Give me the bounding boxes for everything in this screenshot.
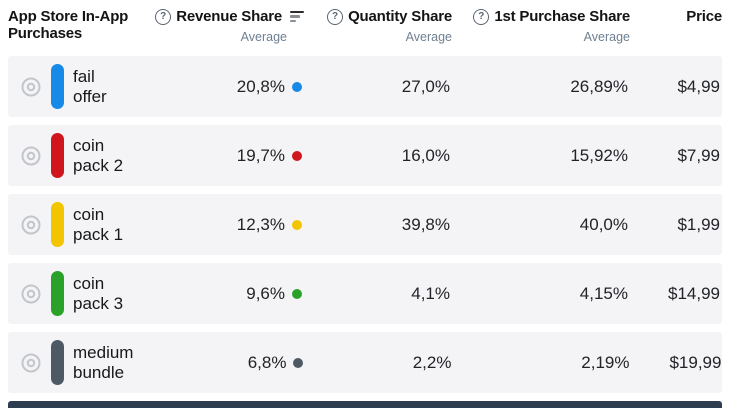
column-header-first-purchase-share[interactable]: ? 1st Purchase Share Average bbox=[452, 8, 630, 44]
table-row[interactable]: coin pack 1 12,3% 39,8% 40,0% $1,99 bbox=[8, 194, 722, 255]
series-color-pill bbox=[51, 271, 64, 316]
column-header-quantity-share[interactable]: ? Quantity Share Average bbox=[304, 8, 452, 44]
price-value: $7,99 bbox=[677, 145, 720, 165]
price-value: $4,99 bbox=[677, 76, 720, 96]
first-purchase-share-value: 40,0% bbox=[579, 214, 628, 234]
item-name: medium bundle bbox=[73, 342, 134, 382]
visibility-icon[interactable] bbox=[20, 283, 42, 305]
table-row[interactable]: coin pack 3 9,6% 4,1% 4,15% $14,99 bbox=[8, 263, 722, 324]
visibility-icon[interactable] bbox=[20, 145, 42, 167]
item-name: coin pack 1 bbox=[73, 204, 124, 244]
item-name: coin pack 3 bbox=[73, 273, 124, 313]
series-color-pill bbox=[51, 64, 64, 109]
quantity-share-value: 16,0% bbox=[401, 145, 450, 165]
quantity-share-value: 4,1% bbox=[411, 283, 450, 303]
column-subheader-average: Average bbox=[405, 30, 452, 44]
series-dot-icon bbox=[292, 219, 302, 230]
series-dot-icon bbox=[292, 288, 302, 299]
visibility-icon[interactable] bbox=[20, 352, 42, 374]
price-value: $14,99 bbox=[668, 283, 720, 303]
first-purchase-share-value: 2,19% bbox=[581, 352, 630, 372]
first-purchase-share-value: 26,89% bbox=[570, 76, 628, 96]
series-color-pill bbox=[51, 202, 64, 247]
cutoff-next-row[interactable] bbox=[8, 401, 722, 408]
visibility-icon[interactable] bbox=[20, 214, 42, 236]
sort-descending-icon[interactable] bbox=[290, 10, 304, 23]
revenue-share-value: 9,6% bbox=[246, 283, 285, 303]
quantity-share-value: 2,2% bbox=[412, 352, 452, 372]
revenue-share-cell: 20,8% bbox=[132, 77, 302, 97]
quantity-share-value: 27,0% bbox=[401, 76, 450, 96]
revenue-share-value: 20,8% bbox=[236, 76, 285, 96]
table-row[interactable]: fail offer 20,8% 27,0% 26,89% $4,99 bbox=[8, 56, 722, 117]
table-header: App Store In-App Purchases ? Revenue Sha… bbox=[8, 0, 722, 56]
revenue-share-value: 19,7% bbox=[236, 145, 285, 165]
column-header-revenue-share[interactable]: ? Revenue Share Average bbox=[134, 8, 304, 44]
help-icon[interactable]: ? bbox=[327, 8, 344, 25]
column-header-item: App Store In-App Purchases bbox=[8, 8, 134, 42]
column-subheader-average: Average bbox=[240, 30, 287, 44]
price-value: $1,99 bbox=[677, 214, 720, 234]
help-icon[interactable]: ? bbox=[473, 8, 490, 25]
quantity-share-value: 39,8% bbox=[401, 214, 450, 234]
series-dot-icon bbox=[293, 357, 304, 368]
help-icon[interactable]: ? bbox=[155, 8, 172, 25]
table-row[interactable]: medium bundle 6,8% 2,2% 2,19% $19,99 bbox=[8, 332, 722, 393]
visibility-icon[interactable] bbox=[20, 76, 42, 98]
revenue-share-cell: 19,7% bbox=[132, 146, 302, 166]
revenue-share-cell: 12,3% bbox=[132, 215, 302, 235]
series-dot-icon bbox=[292, 81, 302, 92]
revenue-share-value: 12,3% bbox=[236, 214, 285, 234]
table-row[interactable]: coin pack 2 19,7% 16,0% 15,92% $7,99 bbox=[8, 125, 722, 186]
column-label-price: Price bbox=[686, 8, 722, 25]
column-label-first-purchase-share: 1st Purchase Share bbox=[494, 8, 630, 25]
column-label-item: App Store In-App Purchases bbox=[8, 8, 129, 42]
item-name: fail offer bbox=[73, 66, 107, 106]
series-dot-icon bbox=[292, 150, 302, 161]
item-name: coin pack 2 bbox=[73, 135, 124, 175]
revenue-share-cell: 9,6% bbox=[132, 284, 302, 304]
first-purchase-share-value: 4,15% bbox=[579, 283, 628, 303]
series-color-pill bbox=[51, 340, 64, 385]
first-purchase-share-value: 15,92% bbox=[570, 145, 628, 165]
series-color-pill bbox=[51, 133, 64, 178]
column-header-price[interactable]: Price bbox=[630, 8, 722, 25]
column-label-quantity-share: Quantity Share bbox=[348, 8, 452, 25]
price-value: $19,99 bbox=[669, 352, 722, 372]
revenue-share-value: 6,8% bbox=[247, 352, 287, 372]
column-subheader-average: Average bbox=[583, 30, 630, 44]
column-label-revenue-share: Revenue Share bbox=[176, 8, 282, 25]
revenue-share-cell: 6,8% bbox=[133, 352, 304, 373]
